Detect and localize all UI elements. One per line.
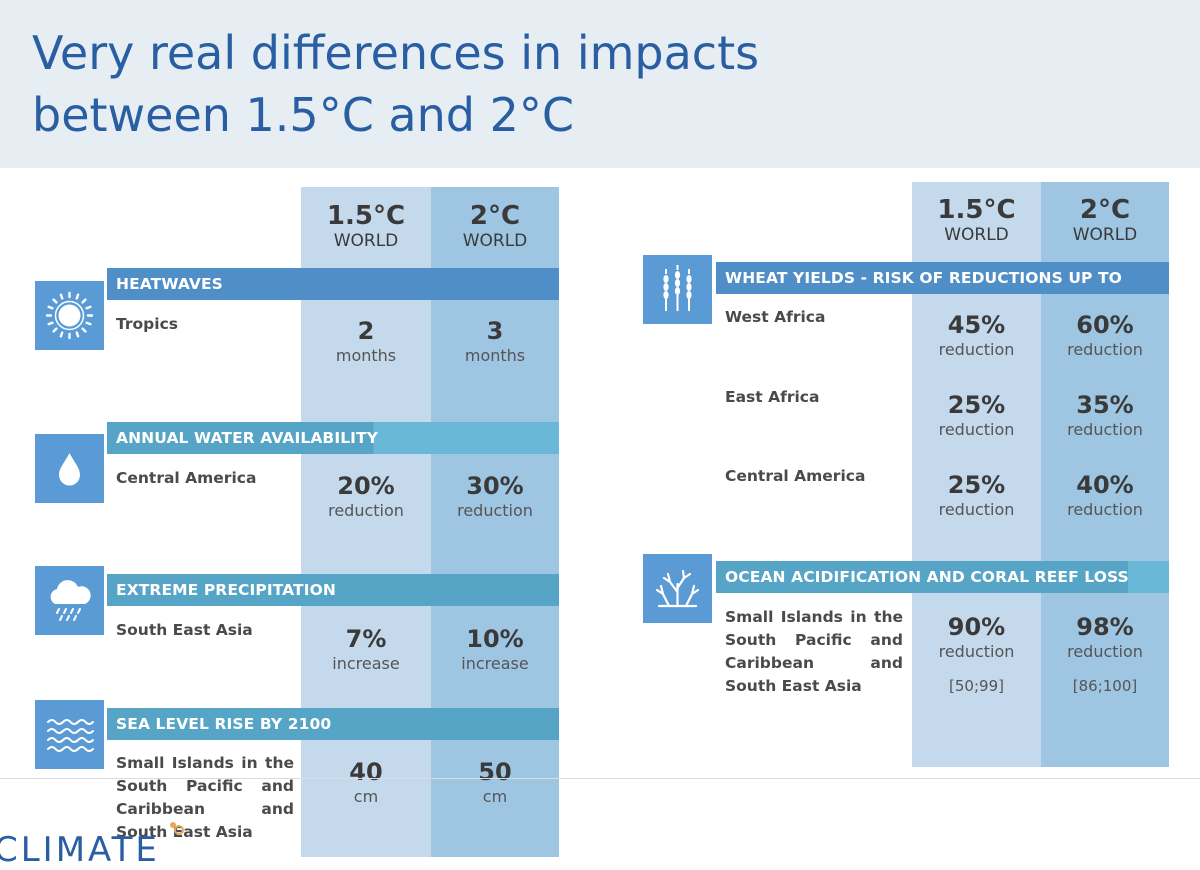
- right-col-2-header: 2°C WORLD: [1041, 195, 1169, 245]
- value-unit: reduction: [457, 501, 533, 520]
- title-banner: Very real differences in impacts between…: [0, 0, 1200, 168]
- precipitation-region: South East Asia: [116, 621, 253, 639]
- world-label: WORLD: [333, 231, 399, 251]
- value-number: 20%: [337, 472, 395, 500]
- degree-label: 1.5°C: [326, 201, 406, 231]
- sea-level-region: Small Islands in the South Pacific and C…: [116, 754, 294, 841]
- wheat-region-central-america: Central America: [725, 467, 866, 485]
- coral-region: Small Islands in the South Pacific and C…: [725, 608, 903, 695]
- value-unit: increase: [461, 654, 529, 673]
- footer-divider: [0, 778, 1200, 779]
- water-heading: ANNUAL WATER AVAILABILITY: [107, 422, 559, 454]
- value-number: 7%: [345, 625, 387, 653]
- logo-mark-icon: [170, 822, 184, 835]
- value-unit: reduction: [938, 642, 1015, 661]
- value-number: 40%: [1076, 471, 1134, 499]
- value-unit: cm: [482, 787, 508, 806]
- precipitation-1-5-value: 7% increase: [301, 624, 431, 674]
- water-1-5-value: 20% reduction: [301, 471, 431, 521]
- value-unit: reduction: [938, 500, 1015, 519]
- value-number: 60%: [1076, 311, 1134, 339]
- right-col-1-5-header: 1.5°C WORLD: [912, 195, 1041, 245]
- world-label: WORLD: [462, 231, 528, 251]
- heatwaves-region: Tropics: [116, 315, 178, 333]
- rain-cloud-icon: [35, 566, 104, 635]
- value-number: 45%: [947, 311, 1006, 339]
- value-unit: reduction: [1067, 340, 1143, 359]
- heatwaves-1-5-value: 2 months: [301, 316, 431, 366]
- footer-logo-text: CLIMATE: [0, 830, 160, 870]
- value-unit: cm: [353, 787, 379, 806]
- wheat-west-africa-1-5-value: 45% reduction: [912, 310, 1041, 360]
- value-number: 25%: [947, 391, 1006, 419]
- value-number: 2: [357, 317, 375, 345]
- value-number: 50: [478, 758, 512, 786]
- value-unit: reduction: [1067, 642, 1143, 661]
- value-unit: months: [464, 346, 526, 365]
- heatwaves-heading: HEATWAVES: [107, 268, 559, 300]
- coral-icon: [643, 554, 712, 623]
- value-number: 98%: [1076, 613, 1134, 641]
- value-number: 40: [349, 758, 383, 786]
- wheat-heading: WHEAT YIELDS - RISK OF REDUCTIONS UP TO: [716, 262, 1169, 294]
- value-number: 35%: [1076, 391, 1134, 419]
- sea-level-1-5-value: 40 cm: [301, 757, 431, 807]
- coral-heading: OCEAN ACIDIFICATION AND CORAL REEF LOSS: [716, 561, 1169, 593]
- sun-icon: [35, 281, 104, 350]
- value-unit: reduction: [328, 501, 404, 520]
- value-range: [50;99]: [949, 677, 1004, 695]
- wheat-west-africa-2-value: 60% reduction: [1041, 310, 1169, 360]
- coral-1-5-value: 90% reduction [50;99]: [912, 612, 1041, 696]
- precipitation-heading: EXTREME PRECIPITATION: [107, 574, 559, 606]
- sea-level-2-value: 50 cm: [431, 757, 559, 807]
- coral-2-value: 98% reduction [86;100]: [1041, 612, 1169, 696]
- value-number: 3: [486, 317, 504, 345]
- sea-level-heading: SEA LEVEL RISE BY 2100: [107, 708, 559, 740]
- wheat-region-west-africa: West Africa: [725, 308, 826, 326]
- left-col-1-5-header: 1.5°C WORLD: [301, 201, 431, 251]
- water-2-value: 30% reduction: [431, 471, 559, 521]
- waves-icon: [35, 700, 104, 769]
- value-number: 10%: [466, 625, 524, 653]
- water-region: Central America: [116, 469, 257, 487]
- value-unit: reduction: [1067, 500, 1143, 519]
- left-col-2-header: 2°C WORLD: [431, 201, 559, 251]
- degree-label: 2°C: [1079, 195, 1131, 225]
- precipitation-2-value: 10% increase: [431, 624, 559, 674]
- value-range: [86;100]: [1072, 677, 1138, 695]
- wheat-region-east-africa: East Africa: [725, 388, 820, 406]
- value-number: 25%: [947, 471, 1006, 499]
- degree-label: 2°C: [469, 201, 521, 231]
- value-unit: months: [335, 346, 397, 365]
- water-drop-icon: [35, 434, 104, 503]
- world-label: WORLD: [1072, 225, 1138, 245]
- heatwaves-2-value: 3 months: [431, 316, 559, 366]
- wheat-icon: [643, 255, 712, 324]
- degree-label: 1.5°C: [937, 195, 1016, 225]
- wheat-east-africa-2-value: 35% reduction: [1041, 390, 1169, 440]
- page-title: Very real differences in impacts between…: [32, 26, 760, 142]
- wheat-central-america-1-5-value: 25% reduction: [912, 470, 1041, 520]
- wheat-east-africa-1-5-value: 25% reduction: [912, 390, 1041, 440]
- value-number: 30%: [466, 472, 524, 500]
- value-number: 90%: [947, 613, 1006, 641]
- world-label: WORLD: [944, 225, 1009, 245]
- wheat-central-america-2-value: 40% reduction: [1041, 470, 1169, 520]
- value-unit: reduction: [938, 340, 1015, 359]
- value-unit: reduction: [1067, 420, 1143, 439]
- value-unit: increase: [332, 654, 400, 673]
- value-unit: reduction: [938, 420, 1015, 439]
